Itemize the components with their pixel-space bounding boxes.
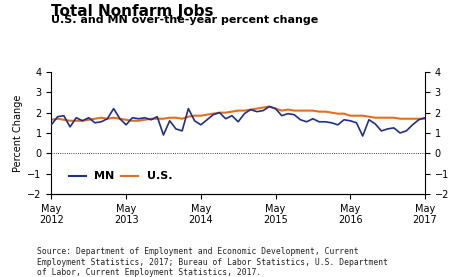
Text: Source: Department of Employment and Economic Development, Current
Employment St: Source: Department of Employment and Eco… bbox=[37, 247, 389, 277]
Text: U.S. and MN over-the-year percent change: U.S. and MN over-the-year percent change bbox=[51, 15, 318, 25]
Legend: MN, U.S.: MN, U.S. bbox=[64, 167, 177, 186]
Y-axis label: Percent Change: Percent Change bbox=[13, 94, 23, 172]
Text: Total Nonfarm Jobs: Total Nonfarm Jobs bbox=[51, 4, 214, 19]
